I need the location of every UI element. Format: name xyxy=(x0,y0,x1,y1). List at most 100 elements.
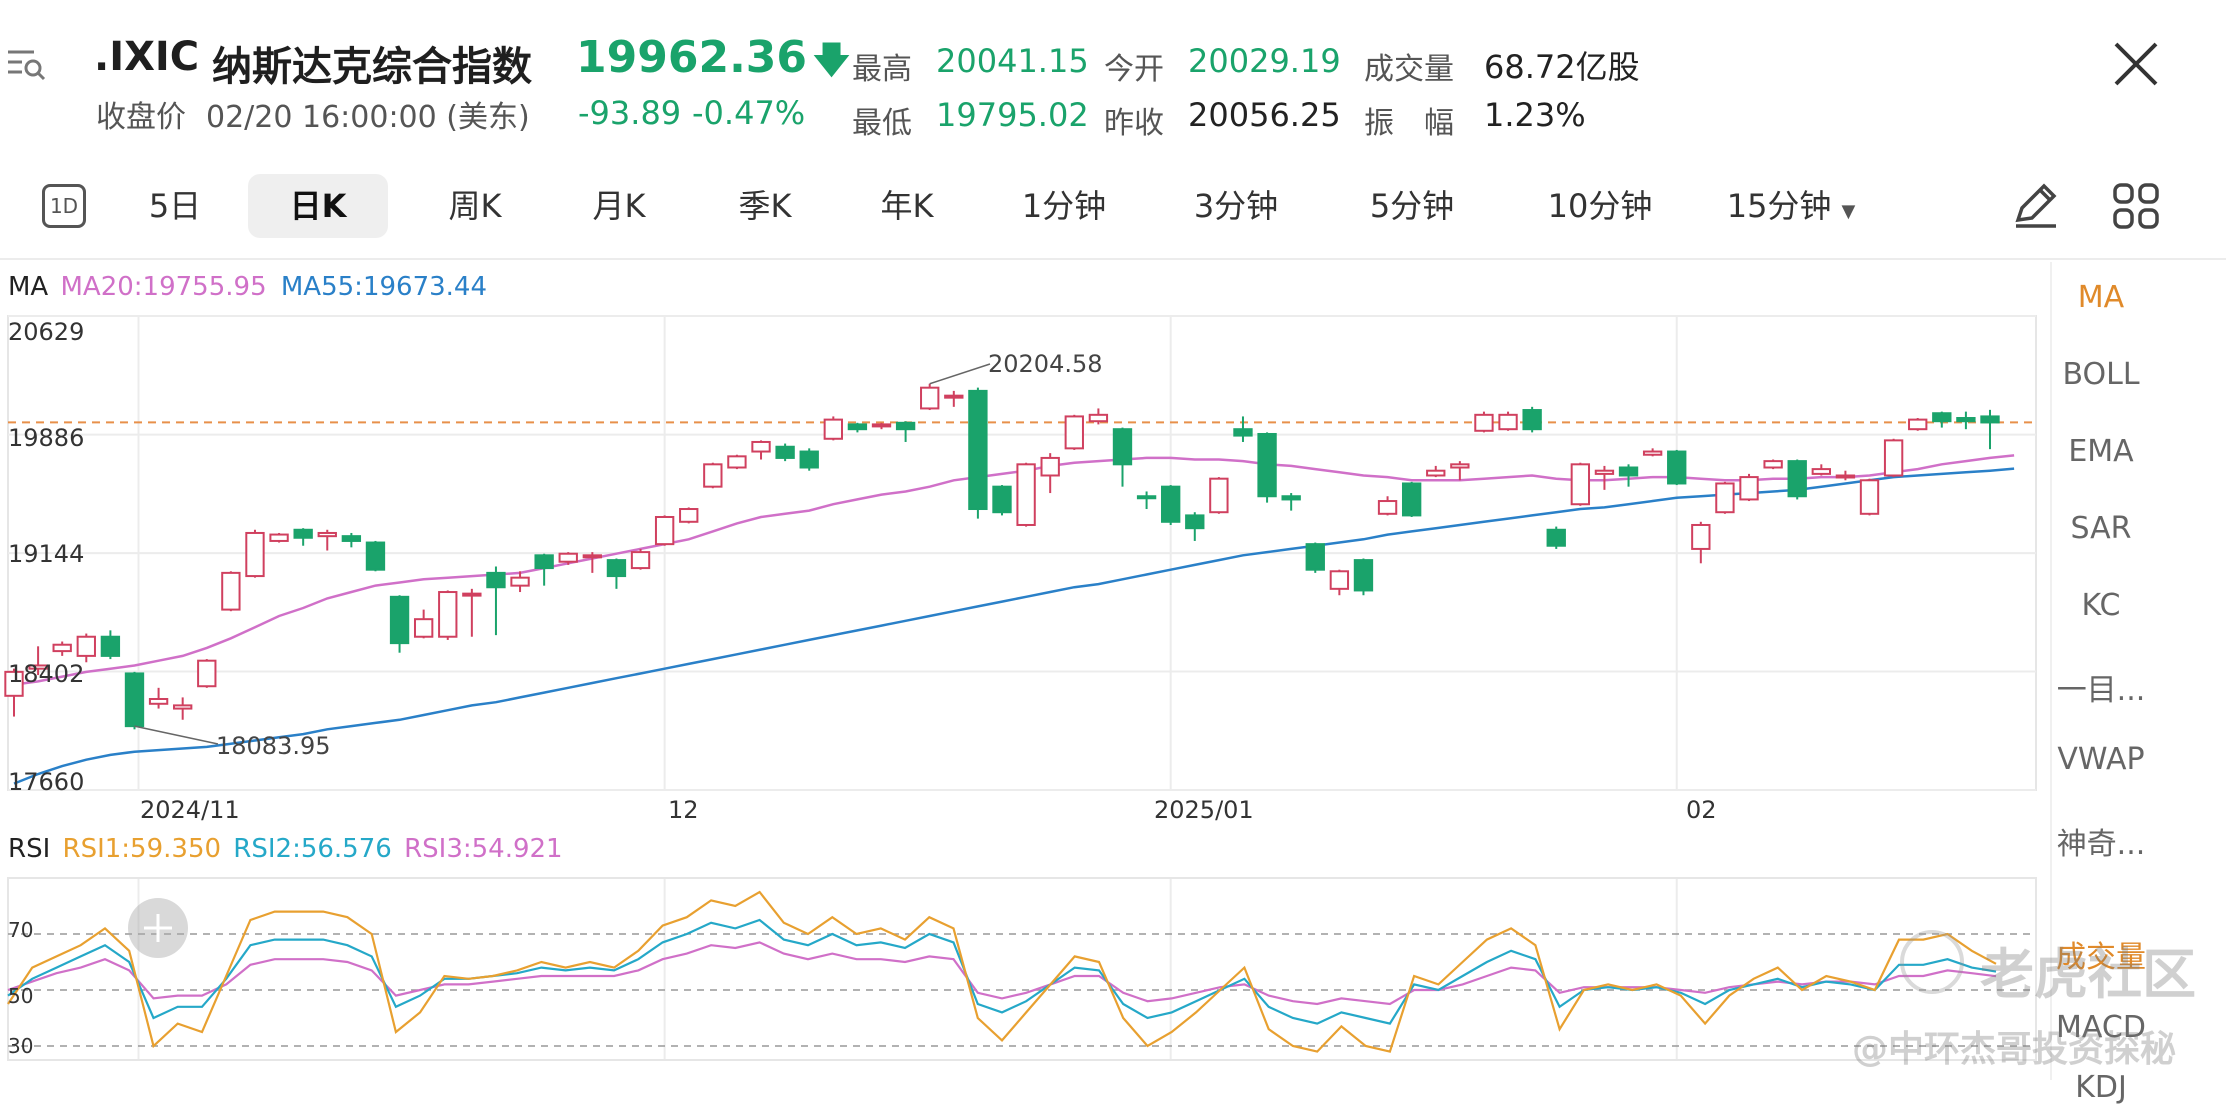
pen-icon xyxy=(2015,183,2057,228)
candle-body xyxy=(944,394,964,399)
price-axis-label: 19144 xyxy=(8,540,85,568)
sub-indicator-volume[interactable]: 成交量 xyxy=(2056,940,2146,975)
candle-body xyxy=(1401,482,1422,517)
ma-label: MA xyxy=(8,272,49,302)
candlestick-chart[interactable] xyxy=(0,0,2060,1080)
candle-body xyxy=(245,531,265,578)
plus-icon xyxy=(144,914,172,942)
indicator-kc[interactable]: KC xyxy=(2081,588,2121,623)
candle-body xyxy=(1811,468,1831,475)
candle-body xyxy=(1908,418,1928,431)
rsi-axis-label: 70 xyxy=(8,918,34,942)
indicator-ma[interactable]: MA xyxy=(2077,280,2125,315)
rsi2-line xyxy=(7,918,1997,1025)
candle-body xyxy=(1377,500,1398,515)
volume-value: 68.72亿股 xyxy=(1484,48,1640,86)
candle-body xyxy=(823,418,843,440)
tab-5min[interactable]: 5分钟 xyxy=(1369,187,1455,225)
candle-body xyxy=(486,571,506,589)
rsi-label: RSI xyxy=(8,834,51,864)
tab-daily-k[interactable]: 日K xyxy=(248,174,388,238)
tab-quarterly-k[interactable]: 季K xyxy=(738,187,792,225)
candle-body xyxy=(1859,479,1880,515)
candle-body xyxy=(1835,474,1856,479)
candle-body xyxy=(1980,415,2000,424)
tab-5day[interactable]: 5日 xyxy=(148,187,202,225)
tab-monthly-k[interactable]: 月K xyxy=(592,187,646,225)
watermark-author: @中环杰哥投资探秘 xyxy=(1852,1029,2177,1070)
rsi-frame xyxy=(7,877,2037,1061)
indicator-boll[interactable]: BOLL xyxy=(2062,357,2140,392)
close-time: 02/20 16:00:00 (美东) xyxy=(206,100,530,135)
candle-body xyxy=(895,421,916,431)
candle-body xyxy=(173,704,193,710)
rsi-legend: RSI RSI1:59.350 RSI2:56.576 RSI3:54.921 xyxy=(8,834,563,864)
high-value: 20041.15 xyxy=(936,42,1089,80)
index-name: 纳斯达克综合指数 xyxy=(212,44,532,90)
rsi3-legend: RSI3:54.921 xyxy=(404,834,563,864)
watermark-logo-icon xyxy=(1900,930,1964,994)
tab-yearly-k[interactable]: 年K xyxy=(880,187,934,225)
candle-body xyxy=(1450,463,1470,469)
rsi-axis-label: 50 xyxy=(8,984,34,1008)
tab-10min[interactable]: 10分钟 xyxy=(1547,187,1653,225)
ma20-line xyxy=(13,454,2015,686)
candle-body xyxy=(269,533,289,542)
candle-body xyxy=(992,485,1012,514)
tab-weekly-k[interactable]: 周K xyxy=(448,187,502,225)
candle-body xyxy=(1763,460,1783,469)
candle-body xyxy=(1642,450,1663,456)
candle-body xyxy=(1040,456,1060,477)
close-icon xyxy=(2114,42,2158,86)
candle-body xyxy=(1546,528,1566,547)
candle-body xyxy=(341,535,362,542)
draw-pen-button[interactable] xyxy=(2010,180,2060,230)
price-axis-label: 20629 xyxy=(8,318,85,346)
indicator-vwap[interactable]: VWAP xyxy=(2057,742,2145,777)
candle-body xyxy=(1498,413,1518,431)
candle-body xyxy=(1667,450,1687,485)
indicator-sar[interactable]: SAR xyxy=(2070,511,2132,546)
amplitude-label: 振 幅 xyxy=(1364,106,1454,141)
last-price-value: 19962.36 xyxy=(576,32,808,83)
tab-1min[interactable]: 1分钟 xyxy=(1021,187,1107,225)
rsi1-line xyxy=(7,890,1997,1053)
date-axis-label: 2025/01 xyxy=(1154,796,1254,824)
low-value: 19795.02 xyxy=(936,96,1089,134)
tab-3min[interactable]: 3分钟 xyxy=(1193,187,1279,225)
candle-body xyxy=(558,552,578,563)
sub-indicator-kdj[interactable]: KDJ xyxy=(2075,1070,2127,1105)
open-label: 今开 xyxy=(1104,52,1164,87)
candle-body xyxy=(1281,495,1301,501)
candle-body xyxy=(1618,466,1639,477)
candle-body xyxy=(703,463,723,488)
tab-15min[interactable]: 15分钟 ▼ xyxy=(1716,174,1866,238)
candle-body xyxy=(1715,482,1735,514)
candle-body xyxy=(1185,514,1205,530)
price-change-pct: -0.47% xyxy=(692,94,806,132)
close-button[interactable] xyxy=(2112,40,2160,88)
close-time-label: 收盘价 xyxy=(96,100,186,135)
candle-body xyxy=(1883,439,1904,477)
watermark-brand: 老虎社区 xyxy=(1980,943,2196,1006)
candle-body xyxy=(1956,417,1976,423)
add-indicator-button[interactable] xyxy=(128,898,188,958)
indicator-magic[interactable]: 神奇... xyxy=(2056,827,2146,862)
candle-body xyxy=(968,389,988,511)
candle-body xyxy=(1161,485,1181,523)
sub-indicator-macd[interactable]: MACD xyxy=(2056,1010,2146,1045)
layout-grid-button[interactable] xyxy=(2112,182,2160,230)
menu-search-icon[interactable] xyxy=(6,44,46,84)
candle-body xyxy=(221,571,241,611)
indicator-ema[interactable]: EMA xyxy=(2068,434,2134,469)
indicator-ichimoku[interactable]: 一目... xyxy=(2056,673,2146,708)
candle-body xyxy=(582,554,603,559)
tab-1d[interactable]: 1D xyxy=(42,184,86,228)
candle-body xyxy=(1594,469,1615,475)
price-axis-label: 19886 xyxy=(8,424,85,452)
low-label: 最低 xyxy=(852,106,912,141)
candle-body xyxy=(76,635,96,657)
amplitude-value: 1.23% xyxy=(1484,96,1586,134)
last-price: 19962.36 🡇 xyxy=(576,32,850,95)
rsi2-legend: RSI2:56.576 xyxy=(233,834,392,864)
